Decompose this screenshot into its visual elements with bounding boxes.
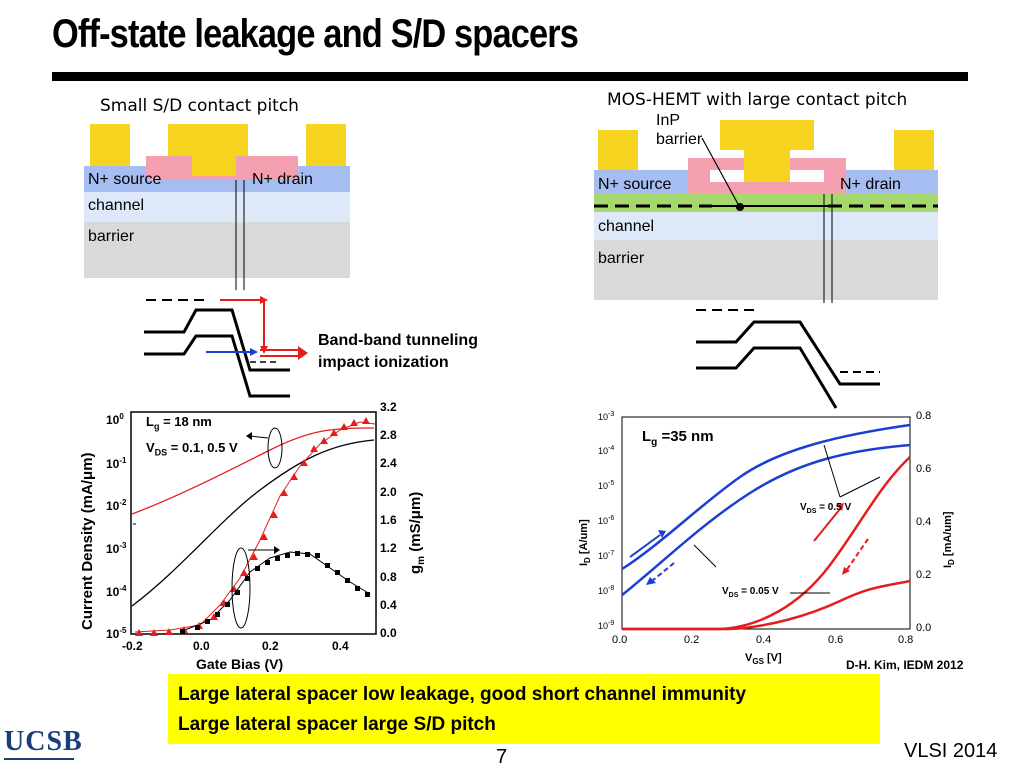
right-device-caption: MOS-HEMT with large contact pitch bbox=[607, 90, 908, 110]
left-source-contact bbox=[90, 124, 130, 166]
rp-y-right-tick-4: 0.0 bbox=[916, 622, 932, 634]
rp-vds-high: VDS = 0.5 V bbox=[800, 502, 852, 515]
right-inp-label-2: barrier bbox=[656, 131, 703, 148]
right-spacer-left bbox=[688, 158, 710, 194]
rp-xlabel: VGS [V] bbox=[745, 652, 782, 667]
rp-y-left-tick-5: 10-8 bbox=[598, 585, 615, 596]
lp-y-right-tick-4: 1.6 bbox=[380, 513, 397, 527]
lp-y-left-tick-1: 10-1 bbox=[106, 456, 127, 471]
lp-y-left-tick-0: 100 bbox=[106, 412, 124, 427]
rp-y-right-tick-2: 0.4 bbox=[916, 516, 932, 528]
right-spacer-right bbox=[824, 158, 846, 194]
rp-y-right-tick-3: 0.2 bbox=[916, 569, 932, 581]
slide-title: Off-state leakage and S/D spacers bbox=[52, 12, 579, 56]
lp-y-left-tick-2: 10-2 bbox=[106, 498, 127, 513]
lp-y-right-tick-5: 1.2 bbox=[380, 541, 397, 555]
right-plot bbox=[621, 416, 911, 631]
lp-y-right-tick-3: 2.0 bbox=[380, 485, 397, 499]
right-drain-layer bbox=[832, 170, 938, 194]
lp-y-left-tick-4: 10-4 bbox=[106, 584, 127, 599]
rp-x-tick-4: 0.8 bbox=[898, 634, 914, 646]
lp-xlabel: Gate Bias (V) bbox=[196, 656, 284, 672]
rp-y-right-tick-0: 0.8 bbox=[916, 410, 932, 422]
rp-ylabel-right: ID [mA/um] bbox=[942, 511, 957, 568]
rp-y-left-tick-6: 10-9 bbox=[598, 620, 615, 631]
rp-y-right-tick-1: 0.6 bbox=[916, 463, 932, 475]
footer-right: VLSI 2014 bbox=[904, 740, 998, 762]
right-inp-layer bbox=[594, 194, 938, 212]
rp-x-tick-3: 0.6 bbox=[828, 634, 844, 646]
rp-vds-low: VDS = 0.05 V bbox=[722, 586, 779, 599]
left-barrier-label: barrier bbox=[88, 228, 135, 245]
left-channel-layer bbox=[84, 192, 350, 222]
rp-lg-label: Lg =35 nm bbox=[642, 428, 714, 448]
conclusion-line-1: Large lateral spacer low leakage, good s… bbox=[178, 684, 747, 705]
lp-y-right-tick-6: 0.8 bbox=[380, 570, 397, 584]
left-device-caption: Small S/D contact pitch bbox=[100, 96, 299, 116]
page-number: 7 bbox=[496, 746, 508, 768]
left-barrier-layer bbox=[84, 220, 350, 278]
rp-y-left-tick-1: 10-4 bbox=[598, 445, 615, 456]
left-plot-curves bbox=[131, 417, 376, 636]
left-plot bbox=[130, 411, 377, 636]
right-barrier-layer bbox=[594, 240, 938, 300]
right-drain-contact bbox=[894, 130, 934, 170]
conclusion-line-2: Large lateral spacer large S/D pitch bbox=[178, 714, 496, 735]
lp-y-right-tick-8: 0.0 bbox=[380, 626, 397, 640]
lp-y-right-tick-1: 2.8 bbox=[380, 428, 397, 442]
left-channel-label: channel bbox=[88, 197, 145, 214]
lp-ylabel-left: Current Density (mA/μm) bbox=[79, 452, 96, 630]
left-source-label: N+ source bbox=[88, 171, 162, 188]
right-inp-label-1: InP bbox=[656, 112, 681, 129]
conclusion-box: Large lateral spacer low leakage, good s… bbox=[168, 674, 880, 744]
rp-y-left-tick-0: 10-3 bbox=[598, 411, 615, 422]
lp-y-right-tick-0: 3.2 bbox=[380, 400, 397, 414]
lp-y-left-tick-3: 10-3 bbox=[106, 541, 127, 556]
right-plot-curves bbox=[621, 423, 911, 631]
rp-x-tick-1: 0.2 bbox=[684, 634, 700, 646]
rp-x-tick-2: 0.4 bbox=[756, 634, 772, 646]
lp-ylabel-right: gm (mS/μm) bbox=[407, 491, 427, 574]
lp-legend-lg: Lg = 18 nm bbox=[146, 414, 212, 432]
left-device-diagram bbox=[84, 124, 350, 290]
right-barrier-label: barrier bbox=[598, 250, 645, 267]
left-drain-contact bbox=[306, 124, 346, 166]
lp-y-left-tick-5: 10-5 bbox=[106, 626, 127, 641]
rp-y-left-tick-3: 10-6 bbox=[598, 515, 615, 526]
lp-x-tick-3: 0.4 bbox=[332, 639, 349, 653]
right-drain-label: N+ drain bbox=[840, 176, 901, 193]
right-channel-label: channel bbox=[598, 218, 655, 235]
citation: D-H. Kim, IEDM 2012 bbox=[846, 658, 964, 672]
left-band-diagram bbox=[144, 296, 308, 398]
band-note-2: impact ionization bbox=[318, 354, 449, 371]
lp-y-right-tick-2: 2.4 bbox=[380, 456, 397, 470]
rp-y-left-tick-2: 10-5 bbox=[598, 480, 615, 491]
lp-x-tick-2: 0.2 bbox=[262, 639, 279, 653]
right-device-diagram bbox=[594, 120, 938, 303]
right-source-contact bbox=[598, 130, 638, 170]
right-channel-layer bbox=[594, 212, 938, 240]
rp-x-tick-0: 0.0 bbox=[612, 634, 628, 646]
rp-y-left-tick-4: 10-7 bbox=[598, 550, 615, 561]
rp-ylabel-left: ID [A/um] bbox=[578, 519, 593, 566]
ucsb-logo: UCSB bbox=[0, 720, 82, 768]
band-note-1: Band-band tunneling bbox=[318, 332, 478, 349]
lp-x-tick-1: 0.0 bbox=[193, 639, 210, 653]
lp-y-right-tick-7: 0.4 bbox=[380, 598, 397, 612]
right-source-layer bbox=[594, 170, 702, 194]
lp-x-tick-0: -0.2 bbox=[122, 639, 143, 653]
lp-legend-vds: VDS = 0.1, 0.5 V bbox=[146, 440, 238, 458]
left-drain-label: N+ drain bbox=[252, 171, 313, 188]
title-rule bbox=[52, 72, 968, 81]
right-source-label: N+ source bbox=[598, 176, 672, 193]
right-band-diagram bbox=[696, 309, 880, 409]
